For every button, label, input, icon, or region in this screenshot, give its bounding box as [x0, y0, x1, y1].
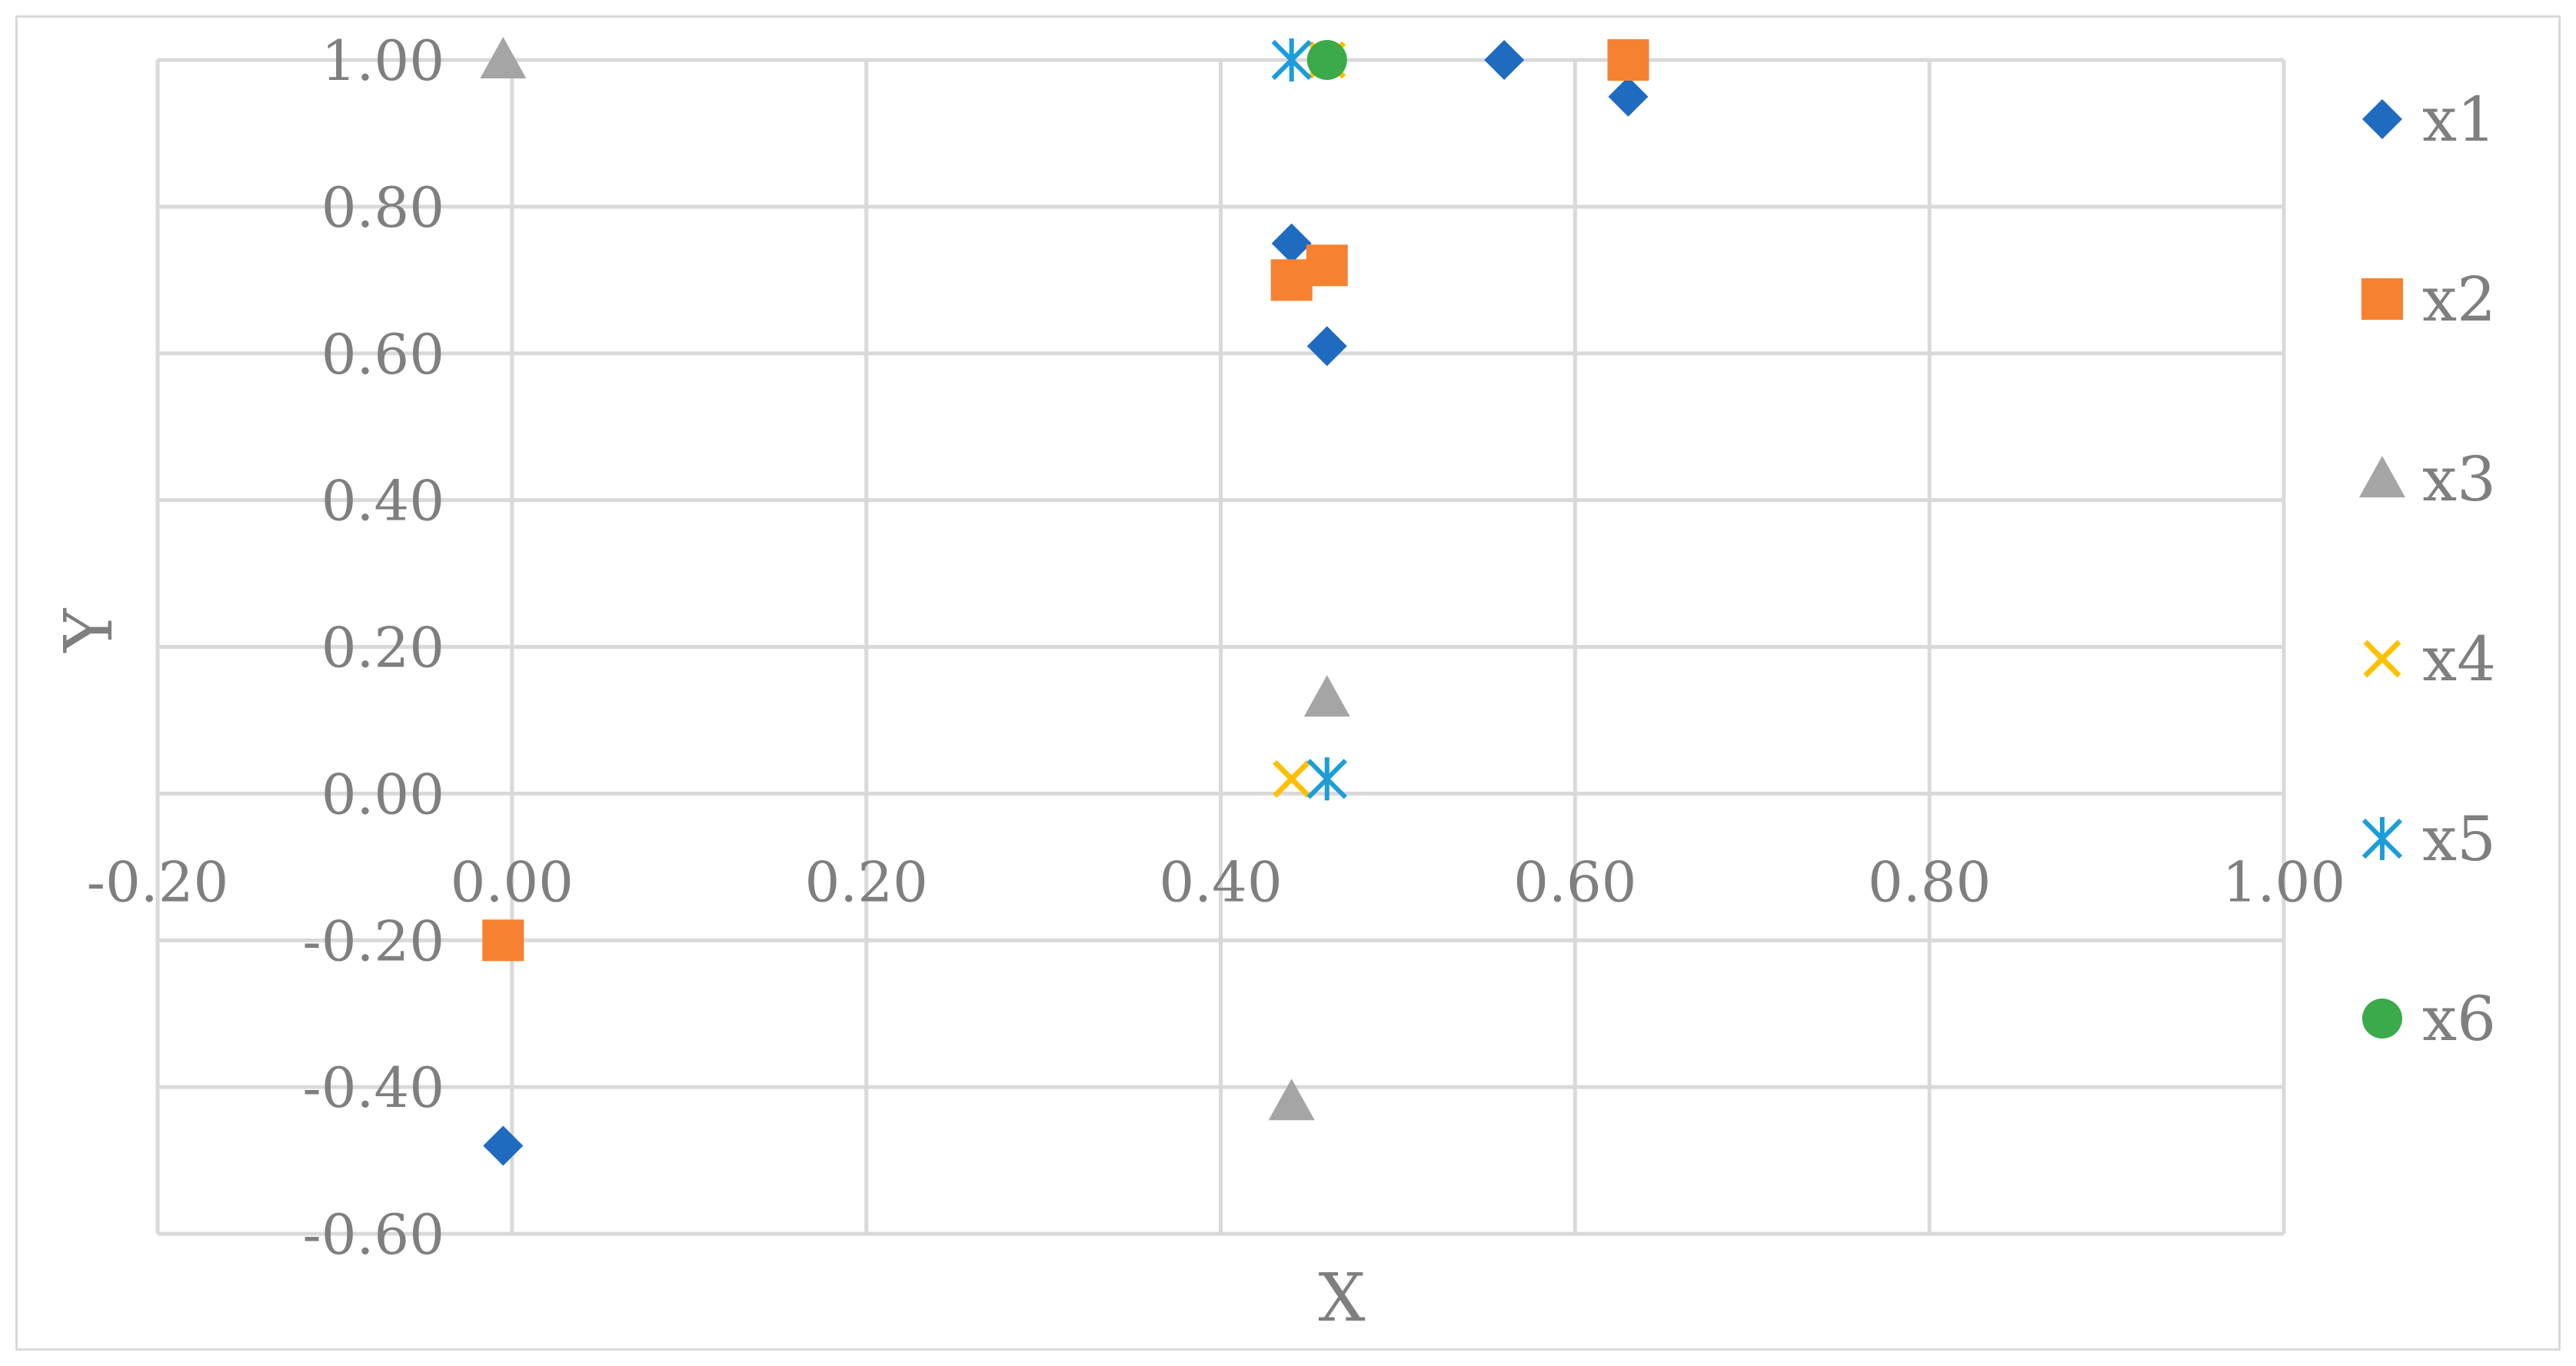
x-tick-label: -0.20 [87, 849, 229, 914]
data-point-x2 [1270, 259, 1313, 301]
data-point-x3 [1303, 675, 1350, 717]
data-point-x1 [1484, 40, 1525, 80]
legend: x1 x2 x3 x4 x5 x6 [2359, 84, 2496, 1055]
y-tick-label: -0.60 [302, 1202, 444, 1267]
data-point-x1 [483, 1125, 524, 1166]
data-point-x4 [1273, 759, 1311, 798]
y-tick-label: 0.00 [321, 762, 444, 826]
x-tick-label: 0.60 [1513, 849, 1636, 914]
data-point-x2 [1607, 39, 1649, 81]
x-tick-label: 0.40 [1159, 849, 1282, 914]
legend-marker-x5 [2361, 817, 2403, 860]
legend-label-x6: x6 [2422, 983, 2496, 1055]
legend-marker-x4 [2363, 640, 2401, 678]
legend-marker-x3 [2359, 456, 2405, 497]
data-points [480, 37, 1649, 1166]
legend-marker-x2 [2361, 278, 2403, 320]
x-tick-label: 0.00 [451, 849, 574, 914]
data-point-x3 [1268, 1079, 1315, 1121]
data-point-x1 [1608, 76, 1649, 117]
legend-label-x4: x4 [2422, 623, 2496, 695]
legend-marker-x6 [2362, 999, 2402, 1039]
y-tick-label: 0.60 [321, 322, 444, 387]
y-tick-label: -0.20 [302, 909, 444, 973]
data-point-x2 [482, 919, 524, 962]
x-tick-label: 0.80 [1868, 849, 1991, 914]
legend-label-x1: x1 [2422, 84, 2496, 155]
y-axis-title: Y [51, 607, 128, 653]
data-point-x1 [1306, 326, 1347, 367]
legend-label-x5: x5 [2422, 803, 2496, 875]
data-point-x5 [1271, 38, 1312, 81]
y-tick-label: 1.00 [321, 28, 444, 93]
grid [155, 58, 2286, 1236]
x-tick-label: 0.20 [805, 849, 928, 914]
legend-label-x3: x3 [2422, 444, 2496, 515]
x-tick-label: 1.00 [2222, 849, 2345, 914]
legend-label-x2: x2 [2422, 264, 2496, 335]
y-tick-label: 0.20 [321, 616, 444, 680]
tick-labels: -0.60-0.40-0.200.000.200.400.600.801.00-… [87, 28, 2345, 1267]
y-tick-label: -0.40 [302, 1055, 444, 1120]
data-point-x3 [480, 37, 527, 78]
y-tick-label: 0.80 [321, 175, 444, 240]
x-axis-title: X [1318, 1260, 1365, 1337]
data-point-x5 [1306, 757, 1347, 801]
legend-marker-x1 [2362, 99, 2402, 139]
data-point-x1 [1271, 223, 1312, 264]
y-tick-label: 0.40 [321, 469, 444, 533]
data-point-x6 [1306, 40, 1347, 80]
data-point-x2 [1306, 244, 1348, 287]
